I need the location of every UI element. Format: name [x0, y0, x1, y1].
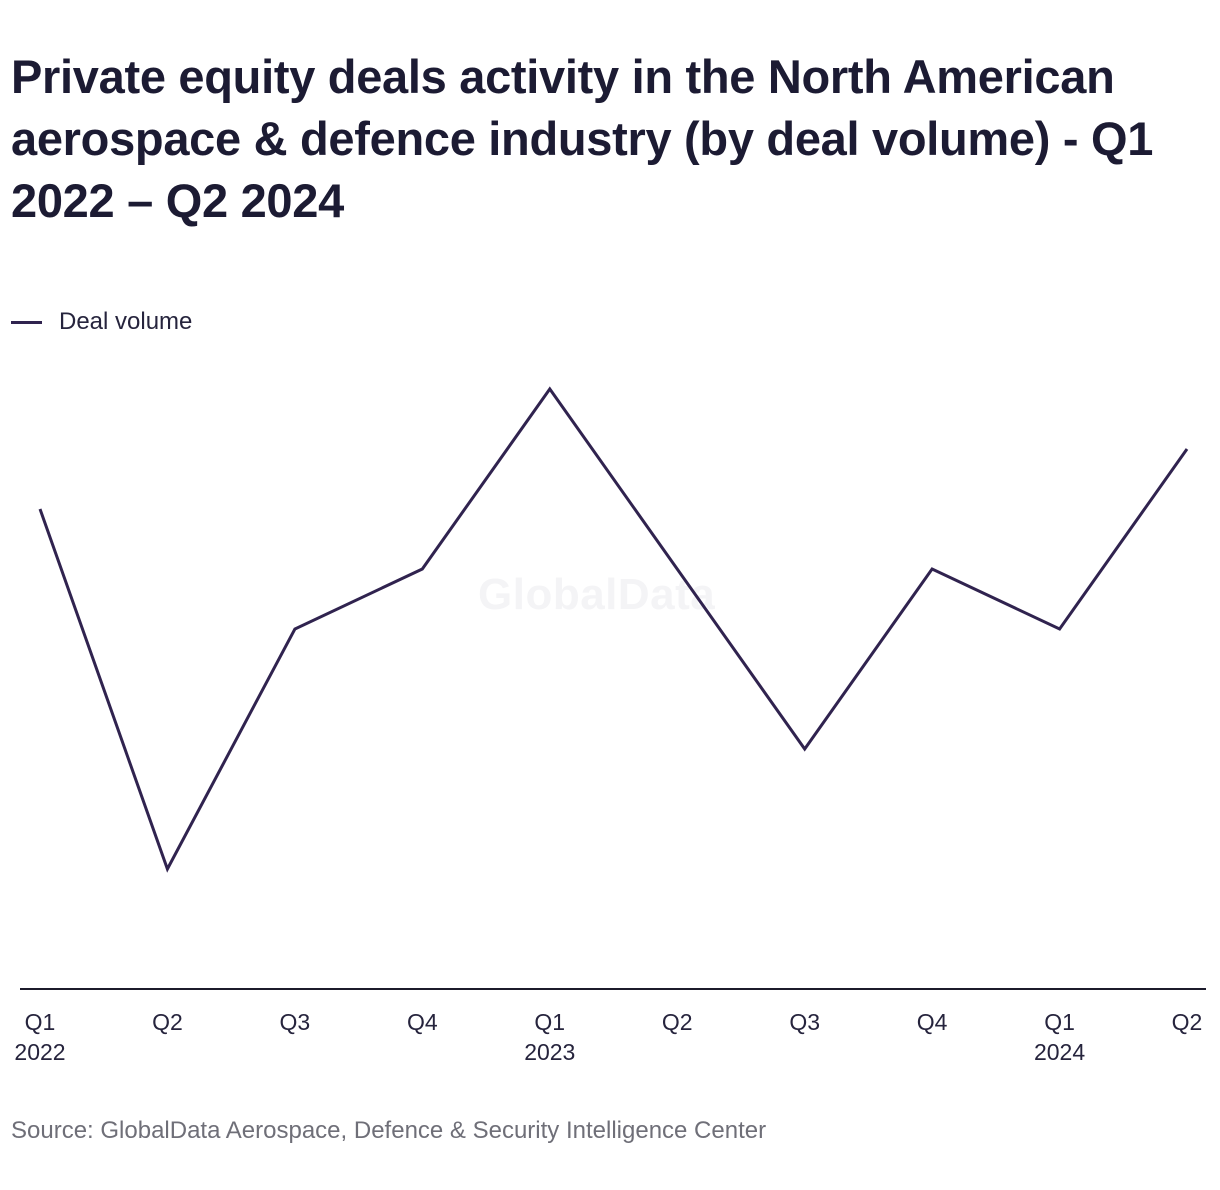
- x-tick-label: Q1: [25, 1009, 56, 1035]
- data-point: [292, 626, 298, 632]
- series-line-deal-volume: [38, 386, 1189, 873]
- legend-swatch: [11, 320, 42, 324]
- watermark: GlobalData: [478, 570, 716, 619]
- x-tick-label: Q2: [662, 1009, 693, 1035]
- x-tick-label: Q4: [407, 1009, 438, 1035]
- x-tick-label: Q1: [1044, 1009, 1075, 1035]
- data-point: [1184, 446, 1190, 452]
- x-tick-year-label: 2024: [1034, 1039, 1085, 1065]
- x-tick-label: Q2: [152, 1009, 183, 1035]
- legend: Deal volume: [11, 306, 192, 338]
- data-point: [164, 866, 170, 872]
- data-point: [1057, 626, 1063, 632]
- data-point: [929, 566, 935, 572]
- x-tick-label: Q3: [280, 1009, 311, 1035]
- data-point: [547, 386, 553, 392]
- data-point: [419, 566, 425, 572]
- x-tick-label: Q1: [534, 1009, 565, 1035]
- x-tick-year-label: 2022: [14, 1039, 65, 1065]
- x-tick-label: Q2: [1172, 1009, 1203, 1035]
- x-tick-year-label: 2023: [524, 1039, 575, 1065]
- x-tick-label: Q4: [917, 1009, 948, 1035]
- data-point: [674, 566, 680, 572]
- chart-title: Private equity deals activity in the Nor…: [11, 50, 1154, 227]
- data-point: [37, 506, 43, 512]
- source-note: Source: GlobalData Aerospace, Defence & …: [11, 1117, 767, 1144]
- legend-label: Deal volume: [59, 308, 193, 335]
- x-tick-label: Q3: [789, 1009, 820, 1035]
- data-point: [802, 746, 808, 752]
